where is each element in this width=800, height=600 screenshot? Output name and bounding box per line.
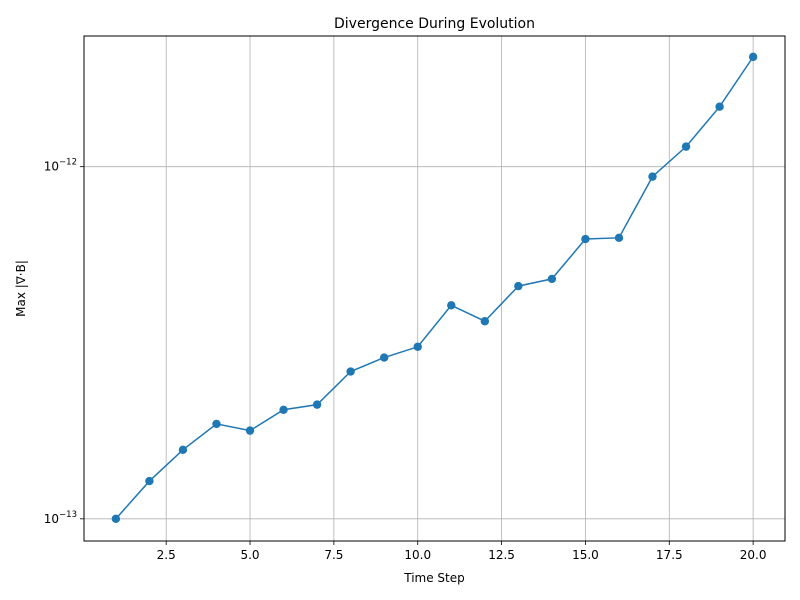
data-point [312,400,322,409]
y-axis: 10−13 10−12 [44,158,84,526]
data-point [379,353,389,362]
x-tick-label: 5.0 [240,548,259,562]
data-point [547,274,557,284]
data-point [614,233,624,243]
data-point [346,367,355,376]
chart-title: Divergence During Evolution [334,16,535,32]
data-point [681,142,691,151]
x-tick-label: 10.0 [404,548,431,562]
plot-frame [83,35,786,542]
x-tick-label: 20.0 [740,548,767,562]
grid [84,36,785,541]
plot-area [84,36,785,541]
data-point [178,445,188,455]
x-tick-label: 2.5 [157,548,176,562]
data-point [480,317,490,326]
x-tick-label: 15.0 [572,548,599,562]
data-point [648,172,657,181]
y-tick-label: 10−13 [44,510,77,526]
data-point [111,514,121,524]
y-axis-label: Max |∇·B| [14,260,28,317]
x-axis-label: Time Step [403,571,465,585]
series-line [115,56,754,520]
data-point [514,281,523,291]
data-point [413,342,422,351]
x-tick-label: 17.5 [656,548,683,562]
data-point [715,102,724,111]
data-point [245,426,255,435]
series-group [111,52,758,524]
data-point [279,405,288,414]
x-axis: 2.5 5.0 7.5 10.0 12.5 15.0 17.5 20.0 [157,541,767,562]
data-point [581,234,590,244]
x-tick-label: 12.5 [488,548,515,562]
data-point [212,419,221,429]
y-tick-label: 10−12 [44,158,77,174]
data-point [145,476,154,486]
data-point [447,301,456,310]
x-tick-label: 7.5 [324,548,343,562]
data-point [748,52,758,62]
